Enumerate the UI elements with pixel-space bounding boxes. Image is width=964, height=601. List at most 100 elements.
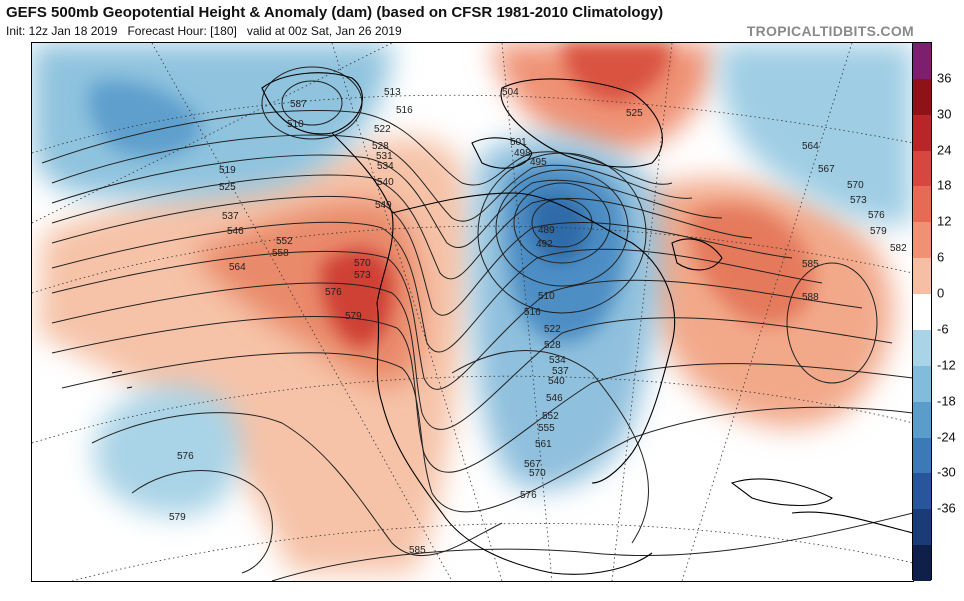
contour-label-501: 501 <box>510 137 527 148</box>
colorbar-segment <box>913 401 931 439</box>
contour-label-537-c: 537 <box>552 366 569 377</box>
colorbar-tick-label: 36 <box>937 70 952 86</box>
contour-labels: 587 510 513 516 519 522 525 528 531 534 … <box>169 87 907 556</box>
contour-label-588-e: 588 <box>802 292 819 303</box>
contour-label-576-c: 576 <box>520 490 537 501</box>
contour-label-534-c: 534 <box>549 355 566 366</box>
contour-label-525-e: 525 <box>626 108 643 119</box>
contour-label-516: 516 <box>396 105 413 116</box>
contour-label-564: 564 <box>229 262 246 273</box>
contour-label-534: 534 <box>377 161 394 172</box>
contour-label-561-c: 561 <box>535 439 552 450</box>
contour-label-510: 510 <box>287 119 304 130</box>
colorbar-tick-label: -36 <box>937 500 956 516</box>
colorbar-tick-label: -6 <box>937 321 949 337</box>
colorbar-tick-label: -12 <box>937 357 956 373</box>
colorbar-segment <box>913 150 931 187</box>
bering-negative-core <box>88 80 202 157</box>
contour-label-513: 513 <box>384 87 401 98</box>
contour-label-537: 537 <box>222 211 239 222</box>
colorbar-tick-label: 6 <box>937 249 945 265</box>
init-time: Init: 12z Jan 18 2019 <box>6 24 118 38</box>
colorbar-segment <box>913 78 931 116</box>
contour-label-531: 531 <box>376 151 393 162</box>
greenland-positive-core <box>562 43 672 103</box>
map-panel: 587 510 513 516 519 522 525 528 531 534 … <box>31 42 914 582</box>
colorbar-tick-label: -30 <box>937 464 956 480</box>
contour-label-510-c: 510 <box>538 291 555 302</box>
colorbar-segment <box>913 473 931 510</box>
contour-label-552-c: 552 <box>542 411 559 422</box>
contour-label-573: 573 <box>354 270 371 281</box>
contour-label-579-sw: 579 <box>169 512 186 523</box>
contour-label-558: 558 <box>272 248 289 259</box>
colorbar-segment <box>913 437 931 474</box>
colorbar-segment <box>913 509 931 546</box>
contour-label-546: 546 <box>227 226 244 237</box>
contour-label-525: 525 <box>219 182 236 193</box>
chart-subtitle: Init: 12z Jan 18 2019 Forecast Hour: [18… <box>6 24 402 38</box>
contour-label-587: 587 <box>290 99 307 110</box>
contour-label-495: 495 <box>530 157 547 168</box>
contour-label-492: 492 <box>536 239 553 250</box>
height-contours <box>41 66 913 581</box>
colorbar-tick-label: -18 <box>937 393 956 409</box>
contour-label-546-c: 546 <box>546 393 563 404</box>
contour-label-576: 576 <box>325 287 342 298</box>
colorbar-tick-label: -24 <box>937 429 956 445</box>
anomaly-shading <box>32 43 913 573</box>
contour-label-567-c: 567 <box>524 459 541 470</box>
contour-label-516-c: 516 <box>524 307 541 318</box>
contour-label-555-c: 555 <box>538 423 555 434</box>
chart-title: GEFS 500mb Geopotential Height & Anomaly… <box>6 4 664 21</box>
contour-label-570: 570 <box>354 258 371 269</box>
contour-label-549: 549 <box>375 200 392 211</box>
colorbar-segment <box>913 258 931 295</box>
contour-label-576-sw: 576 <box>177 451 194 462</box>
brand-logo-text: TROPICALTIDBITS.COM <box>746 23 914 39</box>
colorbar-segment <box>913 329 931 367</box>
colorbar-tick-label: 30 <box>937 106 952 122</box>
colorbar-segment <box>913 186 931 223</box>
colorbar-tick-label: 0 <box>937 285 945 301</box>
contour-label-528: 528 <box>372 141 389 152</box>
atlantic-positive-core <box>690 205 814 325</box>
colorbar-tick-label: 18 <box>937 177 952 193</box>
contour-label-564-e: 564 <box>802 141 819 152</box>
contour-label-570-c: 570 <box>529 468 546 479</box>
contour-label-579: 579 <box>345 311 362 322</box>
coastlines <box>111 72 913 575</box>
contour-label-567-e: 567 <box>818 164 835 175</box>
colorbar-tick-label: 12 <box>937 213 952 229</box>
north-atlantic-negative-anomaly <box>719 43 913 225</box>
contour-label-540-c: 540 <box>548 376 565 387</box>
contour-label-522: 522 <box>374 124 391 135</box>
contour-label-579-e: 579 <box>870 226 887 237</box>
contour-label-504: 504 <box>502 87 519 98</box>
contour-label-582-e: 582 <box>890 243 907 254</box>
pacific-negative-anomaly <box>94 385 241 516</box>
contour-label-576-e: 576 <box>868 210 885 221</box>
contour-label-528-c: 528 <box>544 340 561 351</box>
contour-label-522-c: 522 <box>544 324 561 335</box>
colorbar-segment <box>913 365 931 403</box>
colorbar-segment <box>913 43 931 80</box>
colorbar-segment <box>913 294 931 331</box>
colorbar-segment <box>913 545 931 582</box>
anomaly-colorbar <box>912 42 932 582</box>
colorbar-segment <box>913 222 931 259</box>
forecast-hour: Forecast Hour: [180] <box>127 24 237 38</box>
contour-label-585-e: 585 <box>802 259 819 270</box>
contour-label-573-e: 573 <box>850 195 867 206</box>
contour-label-585-s: 585 <box>409 545 426 556</box>
contour-label-570-e: 570 <box>847 180 864 191</box>
contour-label-519: 519 <box>219 165 236 176</box>
contour-label-540: 540 <box>377 177 394 188</box>
colorbar-segment <box>913 114 931 152</box>
contour-label-498: 498 <box>514 148 531 159</box>
map-svg: 587 510 513 516 519 522 525 528 531 534 … <box>32 43 913 581</box>
colorbar-tick-label: 24 <box>937 142 952 158</box>
valid-time: valid at 00z Sat, Jan 26 2019 <box>246 24 402 38</box>
positive-anomaly-max <box>321 249 393 348</box>
contour-label-489: 489 <box>538 225 555 236</box>
